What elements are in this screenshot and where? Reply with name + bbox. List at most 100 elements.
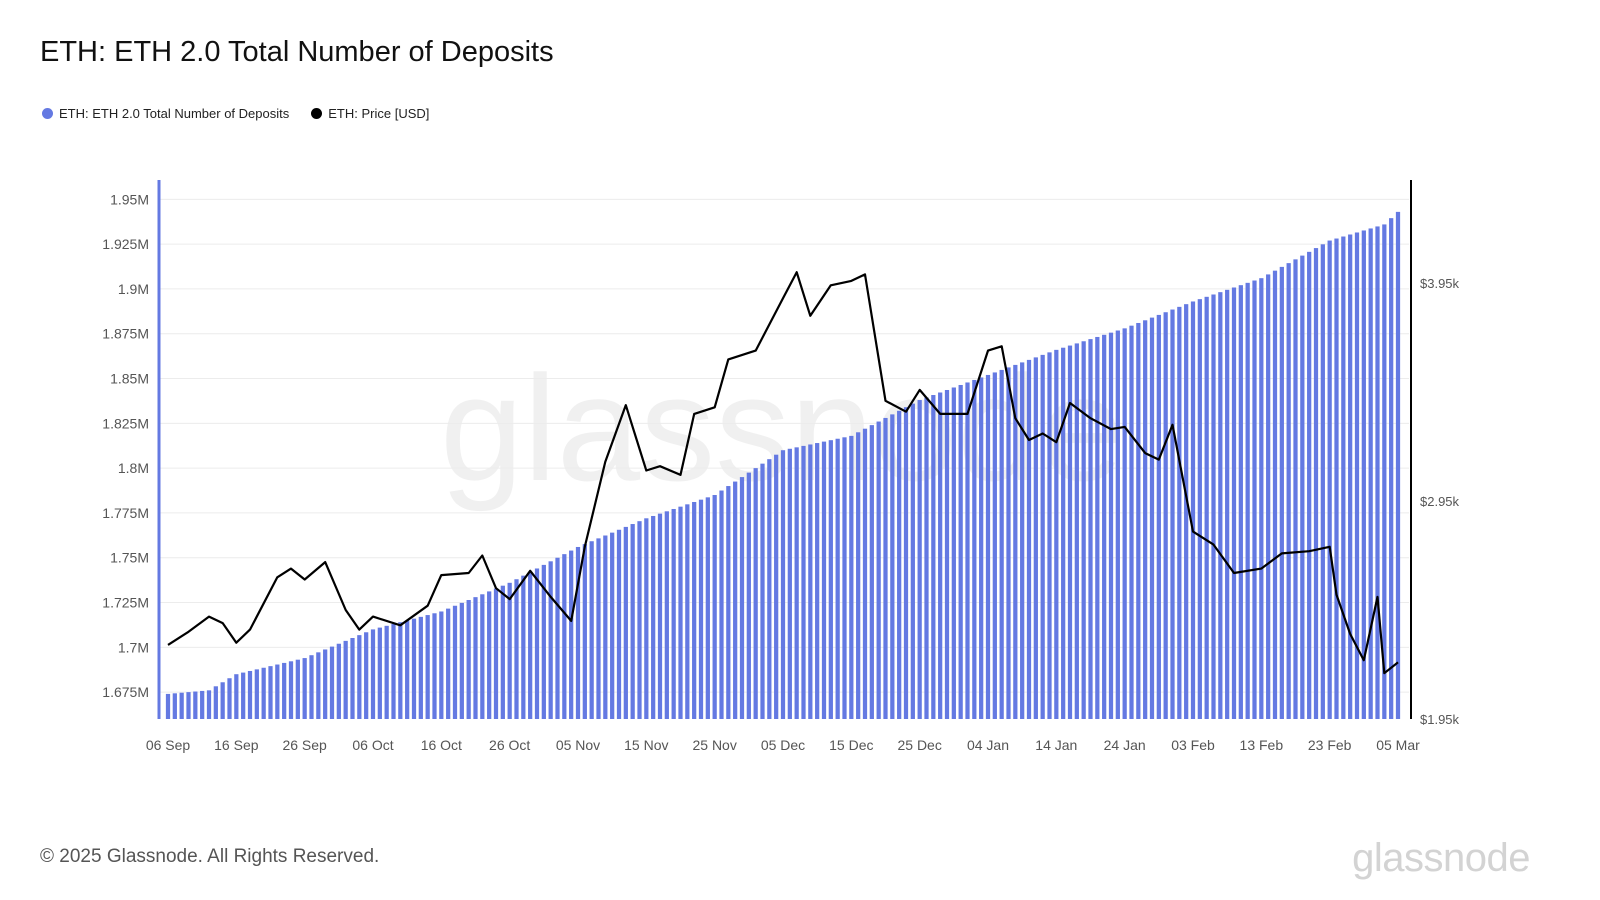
deposit-bar <box>671 508 676 719</box>
deposit-bar <box>733 481 738 719</box>
deposit-bar <box>1197 299 1202 719</box>
deposit-bar <box>924 397 929 719</box>
deposit-bar <box>842 437 847 719</box>
deposit-bar <box>869 425 874 719</box>
legend-item-deposits[interactable]: ETH: ETH 2.0 Total Number of Deposits <box>42 106 289 121</box>
deposit-bar <box>903 407 909 719</box>
deposit-bar <box>562 554 567 719</box>
legend-item-price[interactable]: ETH: Price [USD] <box>311 106 429 121</box>
deposit-bar <box>1149 317 1155 719</box>
deposit-bar <box>596 538 601 719</box>
deposit-bar <box>200 690 205 719</box>
deposit-bar <box>466 600 471 719</box>
deposit-bar <box>391 624 396 719</box>
deposit-bar <box>521 575 526 719</box>
deposit-bar <box>883 417 888 719</box>
deposit-bar <box>938 392 943 719</box>
deposit-bar <box>828 440 833 719</box>
deposit-bar <box>985 374 991 719</box>
deposit-bar <box>849 435 854 719</box>
deposit-bar <box>1266 274 1271 719</box>
deposit-bar <box>377 627 382 719</box>
deposit-bar <box>487 591 492 719</box>
deposit-bar <box>1313 248 1319 719</box>
deposit-bar <box>295 659 300 719</box>
deposit-bar <box>548 561 553 719</box>
deposit-bar <box>418 616 423 719</box>
left-tick-label: 1.95M <box>110 191 149 207</box>
x-tick-label: 15 Dec <box>829 737 873 753</box>
deposit-bar <box>801 445 806 719</box>
right-tick-label: $2.95k <box>1420 494 1460 509</box>
deposit-bar <box>856 432 861 719</box>
deposit-bar <box>1382 224 1387 719</box>
deposit-bar <box>473 597 478 719</box>
deposit-bar <box>370 629 376 719</box>
deposit-bar <box>213 686 218 719</box>
deposit-bar <box>1115 330 1120 719</box>
right-tick-label: $3.95k <box>1420 276 1460 291</box>
deposit-bar <box>288 661 294 719</box>
deposit-bar <box>193 691 198 719</box>
deposit-bar <box>794 447 799 719</box>
x-tick-label: 06 Sep <box>146 737 191 753</box>
right-axis-ticks: $1.95k $2.95k $3.95k <box>1420 276 1460 727</box>
deposit-bar <box>1293 259 1298 719</box>
deposit-bar <box>1102 334 1107 719</box>
deposit-bar <box>241 672 246 719</box>
left-axis-ticks: 1.675M 1.7M 1.725M 1.75M 1.775M 1.8M 1.825M 1.8… <box>102 191 149 700</box>
left-tick-label: 1.875M <box>102 326 149 342</box>
deposit-bar <box>172 693 177 719</box>
deposit-bar <box>1061 347 1066 719</box>
deposit-bar <box>493 588 499 719</box>
deposit-bar <box>350 638 355 719</box>
x-tick-label: 26 Sep <box>282 737 327 753</box>
deposit-bar <box>384 625 389 719</box>
deposit-bar <box>992 372 997 719</box>
legend-label-price: ETH: Price [USD] <box>328 106 430 121</box>
deposit-bar <box>179 692 184 719</box>
x-tick-label: 05 Nov <box>556 737 600 753</box>
deposit-bar <box>1341 236 1346 719</box>
deposit-bar <box>206 690 212 719</box>
deposit-bar <box>234 674 239 719</box>
deposit-bar <box>459 602 464 719</box>
x-tick-label: 04 Jan <box>967 737 1009 753</box>
deposit-bar <box>268 666 273 719</box>
deposit-bar <box>1218 292 1223 719</box>
deposit-bar <box>329 646 335 719</box>
deposit-bar <box>1047 352 1052 719</box>
deposit-bar <box>651 515 656 719</box>
deposit-bar <box>1136 322 1141 719</box>
deposit-bar <box>603 535 608 719</box>
deposit-bars <box>165 211 1401 720</box>
legend-swatch-deposits <box>42 108 53 119</box>
deposit-bar <box>917 400 922 719</box>
deposit-bar <box>979 377 984 719</box>
deposit-bar <box>220 682 225 719</box>
left-tick-label: 1.85M <box>110 371 149 387</box>
deposit-bar <box>425 615 430 719</box>
deposit-bar <box>1033 357 1038 719</box>
deposit-bar <box>644 518 649 719</box>
deposit-bar <box>1320 244 1325 719</box>
deposit-bar <box>1389 218 1394 719</box>
deposit-bar <box>1307 251 1312 719</box>
deposit-bar <box>589 541 594 719</box>
deposit-bar <box>500 585 505 719</box>
deposit-bar <box>569 550 574 719</box>
deposit-bar <box>1026 359 1032 719</box>
copyright-footer: © 2025 Glassnode. All Rights Reserved. <box>40 846 380 867</box>
x-tick-label: 03 Feb <box>1171 737 1215 753</box>
deposit-bar <box>575 546 581 719</box>
deposit-bar <box>760 463 765 719</box>
deposit-bar <box>610 532 615 719</box>
deposit-bar <box>398 622 403 719</box>
deposit-bar <box>514 579 519 719</box>
deposit-bar <box>411 618 417 719</box>
deposit-bar <box>692 501 697 719</box>
deposit-bar <box>808 444 813 719</box>
deposit-bar <box>705 497 710 719</box>
right-tick-label: $1.95k <box>1420 712 1460 727</box>
deposit-bar <box>931 395 936 719</box>
